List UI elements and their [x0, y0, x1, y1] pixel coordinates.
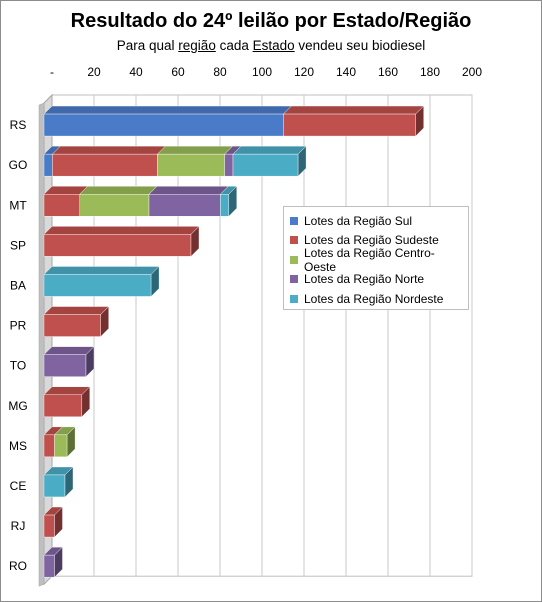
bar-end-face	[54, 546, 63, 578]
legend-item: Lotes da Região Sudeste	[290, 231, 462, 251]
bar-top-face	[43, 226, 200, 235]
bar-top-face	[43, 105, 292, 115]
bar-segment	[43, 153, 53, 177]
bar-top-face	[282, 105, 425, 115]
legend-label: Lotes da Região Norte	[304, 272, 425, 287]
x-tick-label: 40	[129, 65, 143, 79]
x-tick-label: 200	[462, 65, 482, 79]
category-label: RS	[10, 118, 27, 132]
category-label: CE	[10, 479, 27, 493]
legend-swatch	[290, 275, 298, 284]
bar-segment	[52, 153, 158, 177]
bar-end-face	[54, 506, 63, 538]
category-label: PR	[10, 319, 27, 333]
bar-end-face	[297, 145, 307, 177]
category-label: BA	[10, 278, 26, 292]
x-tick-label: 160	[378, 65, 398, 79]
category-label: SP	[10, 238, 26, 252]
bar-end-face	[190, 225, 200, 257]
legend-item: Lotes da Região Centro-Oeste	[290, 246, 462, 274]
subtitle-text: cada	[215, 38, 253, 53]
category-label: MT	[9, 198, 27, 212]
bar-segment	[283, 113, 416, 137]
bar-top-face	[148, 186, 229, 195]
subtitle-underlined-state: Estado	[252, 38, 295, 53]
x-tick-label: 140	[336, 65, 356, 79]
chart-subtitle: Para qual região cada Estado vendeu seu …	[0, 38, 542, 53]
legend-label: Lotes da Região Sudeste	[304, 233, 439, 248]
bar-segment	[43, 194, 80, 217]
bar-segment	[43, 474, 66, 498]
legend-label: Lotes da Região Sul	[304, 213, 413, 228]
bar-top-face	[156, 145, 234, 155]
legend-swatch	[290, 255, 298, 264]
category-label: MS	[9, 439, 27, 453]
bar-end-face	[66, 426, 76, 458]
subtitle-text: Para qual	[116, 38, 179, 53]
x-tick-label: 120	[294, 65, 314, 79]
bar-end-face	[228, 185, 238, 217]
category-label: RJ	[11, 519, 26, 533]
legend-label: Lotes da Região Nordeste	[304, 291, 444, 306]
legend-swatch	[290, 216, 298, 225]
legend-swatch	[290, 236, 298, 245]
bar-segment	[43, 234, 192, 257]
bar-segment	[43, 274, 152, 297]
bar-top-face	[79, 186, 158, 195]
legend-item: Lotes da Região Sul	[290, 211, 462, 231]
bar-end-face	[150, 265, 160, 297]
bar-end-face	[415, 105, 424, 137]
category-label: RO	[9, 559, 27, 573]
x-tick-label: -	[50, 65, 54, 79]
bar-end-face	[64, 466, 74, 498]
bar-segment	[54, 434, 68, 458]
bar-segment	[79, 194, 150, 217]
legend-item: Lotes da Região Norte	[290, 270, 462, 290]
x-tick-label: 180	[420, 65, 440, 79]
bar-segment	[43, 434, 55, 458]
bar-top-face	[232, 145, 307, 155]
legend-swatch	[290, 294, 298, 303]
subtitle-underlined-region: região	[178, 38, 216, 53]
legend-label: Lotes da Região Centro-Oeste	[304, 245, 435, 274]
bar-segment	[232, 153, 299, 177]
bar-segment	[43, 554, 55, 578]
bar-segment	[43, 514, 55, 538]
bar-end-face	[85, 346, 95, 378]
x-tick-label: 80	[213, 65, 227, 79]
bar-segment	[224, 153, 234, 177]
bar-end-face	[81, 386, 91, 418]
subtitle-text: vendeu seu biodiesel	[294, 38, 426, 53]
bar-top-face	[43, 306, 110, 315]
bar-segment	[220, 194, 229, 217]
chart-title: Resultado do 24º leilão por Estado/Regiã…	[70, 10, 472, 32]
legend-item: Lotes da Região Nordeste	[290, 289, 462, 309]
bar-top-face	[43, 346, 95, 355]
category-label: MG	[8, 399, 27, 413]
chart-legend: Lotes da Região Sul Lotes da Região Sudes…	[283, 206, 469, 310]
bar-top-face	[43, 266, 160, 275]
bar-top-face	[51, 145, 166, 155]
bar-segment	[148, 194, 221, 217]
bar-segment	[43, 113, 284, 137]
category-label: GO	[9, 158, 28, 172]
x-tick-label: 20	[87, 65, 101, 79]
category-label: TO	[10, 359, 26, 373]
bar-end-face	[100, 306, 109, 338]
bar-segment	[43, 394, 82, 417]
plot-side-wall-edge	[38, 102, 45, 587]
bar-segment	[43, 354, 87, 377]
bar-segment	[43, 314, 101, 337]
x-tick-label: 60	[171, 65, 185, 79]
x-tick-label: 100	[252, 65, 272, 79]
bar-segment	[157, 153, 225, 177]
